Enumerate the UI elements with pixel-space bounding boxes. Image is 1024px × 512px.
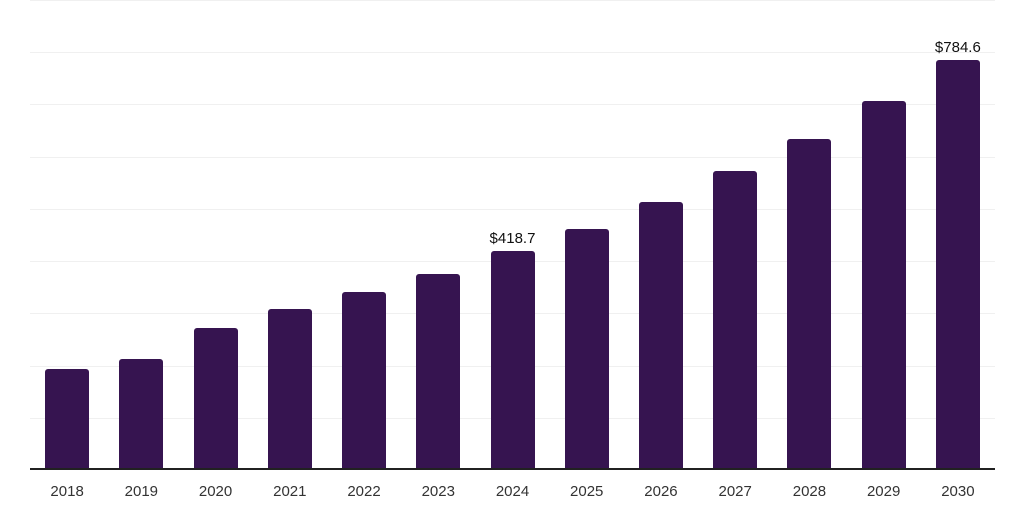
bar-2025[interactable] [564,228,609,470]
bar-2030[interactable] [935,60,980,470]
bar-2020[interactable] [193,327,238,470]
bar-2027[interactable] [713,171,758,470]
data-label-2030: $784.6 [934,39,981,57]
bar-2018[interactable] [45,368,90,470]
x-tick-label-2022: 2022 [347,483,381,500]
data-label-2024: $418.7 [489,230,536,248]
gridline-600 [30,156,995,158]
plot-area: $418.7 $784.6 [30,0,995,470]
bar-2022[interactable] [342,291,387,470]
x-tick-label-2023: 2023 [421,483,455,500]
bar-2028[interactable] [787,138,832,470]
x-tick-label-2019: 2019 [124,483,159,500]
x-tick-label-2030: 2030 [941,483,975,500]
bar-2019[interactable] [119,359,164,470]
x-tick-label-2027: 2027 [718,483,752,500]
x-tick-label-2020: 2020 [198,483,233,500]
bar-2029[interactable] [861,101,906,470]
bar-2026[interactable] [638,201,683,470]
x-tick-label-2029: 2029 [866,483,901,500]
x-axis-line [30,468,995,470]
gridline-500 [30,208,995,210]
gridline-800 [30,52,995,54]
x-tick-label-2026: 2026 [644,483,678,500]
x-tick-label-2021: 2021 [273,483,307,500]
gridline-900 [30,0,995,1]
x-tick-label-2025: 2025 [570,483,604,500]
gridline-700 [30,104,995,106]
bar-2021[interactable] [267,308,312,470]
bar-2023[interactable] [416,273,461,470]
x-tick-label-2018: 2018 [50,483,84,500]
x-tick-label-2024: 2024 [495,483,530,500]
bar-2024[interactable] [490,251,535,470]
x-tick-label-2028: 2028 [792,483,827,500]
